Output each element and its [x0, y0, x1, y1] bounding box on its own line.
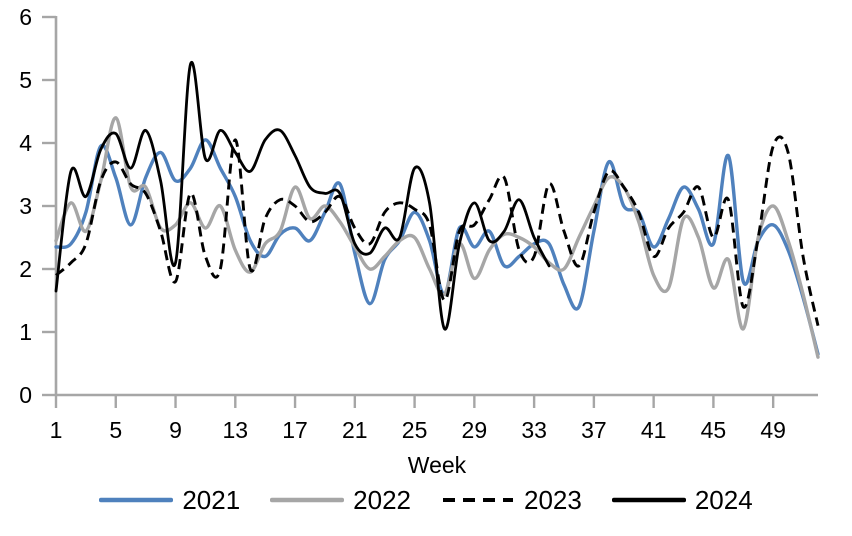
y-tick-label: 0 — [19, 382, 32, 408]
x-tick-label: 13 — [222, 417, 248, 443]
x-tick-label: 49 — [760, 417, 786, 443]
x-tick-label: 1 — [50, 417, 63, 443]
x-tick-label: 37 — [581, 417, 607, 443]
x-tick-label: 41 — [641, 417, 667, 443]
x-tick-label: 45 — [701, 417, 727, 443]
y-tick-label: 5 — [19, 67, 32, 93]
legend-label-2024: 2024 — [694, 485, 753, 515]
y-tick-label: 2 — [19, 256, 32, 282]
series-2022-line — [54, 116, 820, 359]
x-tick-label: 5 — [109, 417, 122, 443]
legend-line-swatch-2021 — [99, 497, 174, 503]
y-tick-label: 3 — [19, 193, 32, 219]
x-tick-label: 29 — [462, 417, 488, 443]
x-axis-title: Week — [408, 452, 467, 478]
legend: 2021 2022 2023 2024 — [0, 487, 852, 513]
series-2024-line — [54, 60, 551, 331]
legend-item-2023: 2023 — [441, 487, 582, 513]
y-tick-label: 6 — [19, 4, 32, 30]
x-tick-label: 17 — [282, 417, 308, 443]
legend-line-swatch-2024 — [611, 497, 686, 503]
legend-item-2024: 2024 — [611, 485, 753, 515]
legend-line-swatch-2022 — [270, 497, 345, 503]
legend-item-2021: 2021 — [99, 487, 240, 513]
x-tick-label: 21 — [342, 417, 368, 443]
series-lines — [54, 60, 820, 359]
x-tick-label: 9 — [169, 417, 182, 443]
series-2023-line — [55, 135, 820, 327]
x-tick-label: 33 — [521, 417, 547, 443]
x-tick-label: 25 — [402, 417, 428, 443]
y-tick-label: 4 — [19, 130, 32, 156]
legend-label-2023: 2023 — [524, 485, 582, 515]
y-tick-label: 1 — [19, 319, 32, 345]
legend-line-swatch-2023 — [443, 498, 513, 502]
legend-label-2021: 2021 — [182, 485, 241, 515]
legend-item-2022: 2022 — [270, 487, 411, 513]
legend-label-2022: 2022 — [353, 485, 411, 515]
